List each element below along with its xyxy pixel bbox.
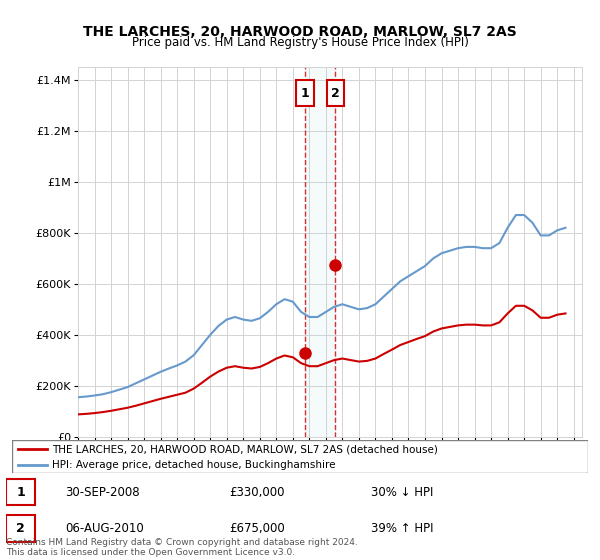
FancyBboxPatch shape: [296, 80, 314, 106]
Text: Price paid vs. HM Land Registry's House Price Index (HPI): Price paid vs. HM Land Registry's House …: [131, 36, 469, 49]
Text: £675,000: £675,000: [229, 522, 285, 535]
Text: £330,000: £330,000: [229, 486, 285, 498]
FancyBboxPatch shape: [12, 440, 588, 473]
Text: 30-SEP-2008: 30-SEP-2008: [65, 486, 139, 498]
Text: 1: 1: [16, 486, 25, 498]
Text: THE LARCHES, 20, HARWOOD ROAD, MARLOW, SL7 2AS: THE LARCHES, 20, HARWOOD ROAD, MARLOW, S…: [83, 25, 517, 39]
Text: Contains HM Land Registry data © Crown copyright and database right 2024.
This d: Contains HM Land Registry data © Crown c…: [6, 538, 358, 557]
Text: 2: 2: [16, 522, 25, 535]
FancyBboxPatch shape: [6, 479, 35, 505]
Text: 06-AUG-2010: 06-AUG-2010: [65, 522, 143, 535]
Text: HPI: Average price, detached house, Buckinghamshire: HPI: Average price, detached house, Buck…: [52, 460, 336, 470]
FancyBboxPatch shape: [326, 80, 344, 106]
FancyBboxPatch shape: [6, 515, 35, 542]
Text: 2: 2: [331, 87, 340, 100]
Text: THE LARCHES, 20, HARWOOD ROAD, MARLOW, SL7 2AS (detached house): THE LARCHES, 20, HARWOOD ROAD, MARLOW, S…: [52, 444, 438, 454]
Text: 1: 1: [301, 87, 310, 100]
Text: 39% ↑ HPI: 39% ↑ HPI: [371, 522, 433, 535]
Bar: [305, 67, 335, 437]
Text: 30% ↓ HPI: 30% ↓ HPI: [371, 486, 433, 498]
